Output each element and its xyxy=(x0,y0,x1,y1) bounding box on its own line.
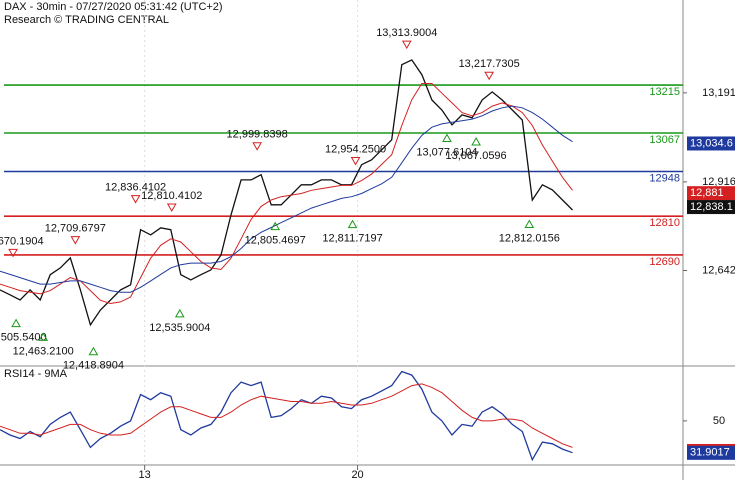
y-tick-label: 13,191 xyxy=(702,87,735,99)
y-tick-label: 50 xyxy=(713,415,725,427)
low-label: 12,505.5400 xyxy=(0,332,47,344)
level-label: 13067 xyxy=(649,134,680,146)
high-label: 12,954.2500 xyxy=(325,143,386,155)
x-tick-label: 13 xyxy=(139,469,151,480)
high-marker xyxy=(130,195,141,204)
low-marker xyxy=(11,318,21,328)
low-label: 12,805.4697 xyxy=(245,235,306,247)
price-badge xyxy=(687,445,735,460)
high-label: 12,670.1904 xyxy=(0,235,44,247)
low-marker xyxy=(38,332,49,341)
low-marker xyxy=(471,136,481,146)
price-badge xyxy=(687,200,735,215)
low-label: 12,811.7197 xyxy=(322,233,382,245)
high-marker xyxy=(350,156,361,166)
high-marker xyxy=(166,203,177,213)
price-badge-label: 13,034.6 xyxy=(690,137,733,149)
level-label: 12810 xyxy=(649,217,680,229)
chart-title: DAX - 30min - 07/27/2020 05:31:42 (UTC+2… xyxy=(4,1,223,13)
low-marker xyxy=(442,133,452,143)
high-label: 12,999.8398 xyxy=(227,129,288,141)
series-line xyxy=(0,105,573,293)
level-label: 12948 xyxy=(649,172,680,184)
high-marker xyxy=(484,71,495,81)
low-marker xyxy=(270,221,281,231)
x-tick-label: 20 xyxy=(351,469,363,480)
high-marker xyxy=(8,248,18,258)
series-line xyxy=(0,383,573,448)
price-badge-label: 12,838.1 xyxy=(690,201,733,213)
low-marker xyxy=(88,346,99,356)
high-label: 12,810.4102 xyxy=(141,190,202,202)
y-tick-label: 12,642 xyxy=(702,264,735,276)
low-marker xyxy=(524,219,535,228)
low-marker xyxy=(347,219,358,229)
low-label: 13,067.0596 xyxy=(446,150,507,162)
low-label: 12,812.0156 xyxy=(499,232,560,244)
y-tick-label: 12,916 xyxy=(702,176,735,188)
high-marker xyxy=(401,40,412,50)
low-label: 12,535.9004 xyxy=(149,322,210,334)
high-label: 12,709.6797 xyxy=(45,223,106,235)
chart-subtitle: Research © TRADING CENTRAL xyxy=(4,14,169,26)
rsi-title: RSI14 - 9MA xyxy=(4,368,68,380)
high-marker xyxy=(252,142,262,151)
series-line xyxy=(0,59,573,327)
price-badge xyxy=(687,186,735,201)
price-badge-label: 12,881 xyxy=(690,187,724,199)
high-label: 13,313.9004 xyxy=(376,27,437,39)
level-label: 12690 xyxy=(649,256,680,268)
level-label: 13215 xyxy=(649,86,680,98)
low-marker xyxy=(174,308,185,318)
price-badge xyxy=(687,136,735,151)
low-label: 13,077.6104 xyxy=(416,146,477,158)
series-line xyxy=(0,83,573,305)
low-label: 12,418.8904 xyxy=(63,360,124,372)
high-marker xyxy=(70,236,81,245)
high-label: 12,836.4102 xyxy=(105,182,166,194)
price-badge-label: 31.9017 xyxy=(690,447,730,459)
high-label: 13,217.7305 xyxy=(459,58,520,70)
low-label: 12,463.2100 xyxy=(13,345,74,357)
